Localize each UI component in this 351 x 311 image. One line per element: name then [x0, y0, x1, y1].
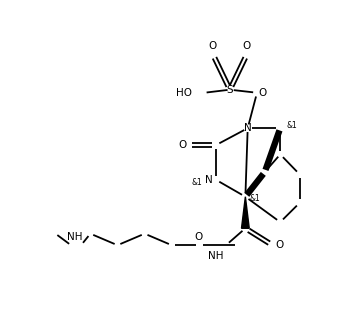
Text: O: O — [276, 240, 284, 250]
Text: NH: NH — [67, 232, 82, 242]
Text: NH: NH — [208, 251, 224, 261]
Text: &1: &1 — [249, 194, 260, 203]
Text: N: N — [244, 123, 252, 133]
Text: O: O — [259, 88, 267, 98]
Text: O: O — [243, 41, 251, 51]
Text: &1: &1 — [286, 121, 297, 130]
Text: S: S — [226, 85, 233, 95]
Polygon shape — [241, 197, 249, 228]
Text: N: N — [205, 175, 213, 185]
Text: O: O — [209, 41, 217, 51]
Text: O: O — [178, 140, 186, 150]
Text: O: O — [195, 232, 203, 242]
Text: &1: &1 — [191, 178, 202, 187]
Text: HO: HO — [176, 88, 192, 98]
